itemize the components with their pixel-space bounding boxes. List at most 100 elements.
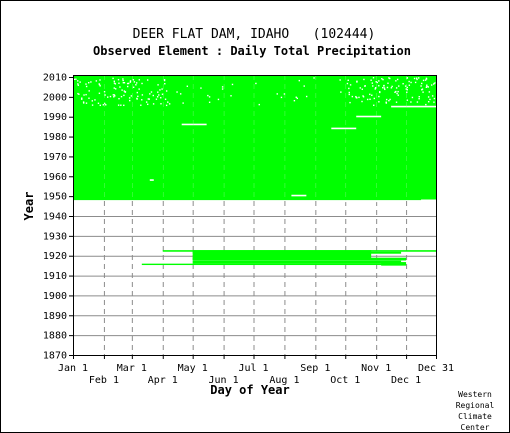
missing-day: [75, 78, 77, 80]
missing-day: [378, 80, 380, 82]
credit-line-1: Western: [458, 390, 492, 399]
missing-day: [418, 77, 420, 79]
missing-day: [347, 79, 349, 81]
missing-day: [117, 104, 120, 106]
missing-day: [410, 81, 412, 84]
missing-day: [375, 81, 377, 83]
missing-day: [126, 82, 129, 85]
missing-day: [381, 78, 383, 80]
missing-day: [160, 97, 162, 99]
missing-day: [432, 83, 435, 85]
missing-day: [386, 86, 389, 89]
missing-day: [394, 91, 396, 94]
missing-day: [276, 93, 278, 95]
missing-day: [136, 91, 139, 94]
missing-day: [118, 82, 120, 84]
x-tick-label: Apr 1: [148, 375, 178, 386]
missing-day: [293, 99, 296, 102]
missing-day: [141, 99, 143, 101]
missing-day: [122, 79, 124, 82]
missing-day: [133, 81, 136, 83]
x-tick-label: Dec 1: [391, 375, 421, 386]
missing-day: [387, 82, 389, 84]
y-tick-label: 1880: [43, 331, 67, 342]
missing-day: [221, 88, 224, 90]
missing-day: [283, 93, 286, 95]
missing-day: [164, 83, 166, 85]
missing-day: [430, 84, 433, 86]
missing-day-speckle: [73, 77, 438, 203]
missing-day: [258, 103, 260, 106]
missing-day: [416, 101, 419, 103]
missing-day: [425, 103, 427, 106]
missing-day: [397, 90, 399, 93]
missing-day: [77, 83, 79, 85]
missing-day: [148, 98, 151, 100]
missing-day: [408, 84, 411, 86]
missing-day: [359, 87, 361, 89]
missing-day: [416, 78, 418, 81]
missing-day: [114, 83, 117, 85]
missing-day: [390, 87, 393, 89]
missing-day: [165, 90, 168, 92]
missing-day: [124, 91, 127, 93]
chart-title: DEER FLAT DAM, IDAHO (102444): [133, 27, 376, 42]
missing-day: [99, 79, 101, 81]
missing-day: [425, 77, 428, 80]
missing-day: [163, 79, 166, 82]
missing-segment: [391, 105, 436, 108]
missing-day: [145, 101, 148, 103]
missing-day: [382, 86, 384, 89]
missing-day: [378, 85, 380, 87]
missing-day: [73, 78, 75, 81]
missing-day: [90, 81, 92, 83]
missing-day: [105, 104, 107, 106]
data-band: [141, 263, 402, 266]
missing-day: [363, 78, 365, 81]
data-band: [381, 262, 407, 266]
missing-day: [427, 101, 430, 103]
missing-day: [303, 85, 305, 87]
missing-day: [431, 95, 434, 97]
missing-day: [348, 91, 350, 94]
missing-day: [113, 96, 115, 98]
missing-day: [406, 86, 408, 89]
missing-day: [113, 82, 116, 84]
missing-day: [369, 93, 371, 96]
missing-day: [395, 80, 397, 82]
missing-day: [418, 96, 420, 98]
missing-day: [427, 86, 429, 88]
missing-day: [140, 104, 142, 106]
missing-day: [123, 104, 125, 107]
grid-overlay: [104, 75, 407, 201]
missing-day: [126, 85, 129, 88]
missing-day: [176, 91, 178, 93]
missing-day: [298, 79, 301, 82]
missing-day: [340, 91, 342, 93]
missing-day: [141, 82, 143, 85]
missing-day: [118, 97, 120, 100]
missing-day: [374, 87, 377, 89]
missing-day: [429, 98, 431, 101]
missing-day: [103, 91, 106, 93]
credit-line-3: Climate: [458, 412, 492, 421]
missing-day: [348, 87, 350, 90]
missing-day: [132, 79, 135, 81]
missing-day: [122, 78, 124, 80]
missing-day: [167, 101, 169, 103]
missing-day: [129, 81, 132, 83]
missing-segment: [291, 194, 307, 197]
missing-day: [157, 91, 159, 93]
missing-day: [391, 85, 393, 88]
y-axis-ticks: 1870 1880 1890 1900 1910 1920 1930 1940 1950 1960…: [43, 72, 73, 362]
y-tick-label: 1940: [43, 211, 67, 222]
missing-segment: [321, 200, 387, 203]
missing-day: [138, 79, 141, 81]
missing-day: [410, 101, 412, 103]
missing-day: [129, 99, 131, 102]
missing-day: [102, 104, 105, 106]
missing-day: [349, 101, 351, 104]
missing-day: [77, 92, 79, 95]
missing-day: [165, 104, 168, 107]
missing-day: [114, 88, 117, 90]
